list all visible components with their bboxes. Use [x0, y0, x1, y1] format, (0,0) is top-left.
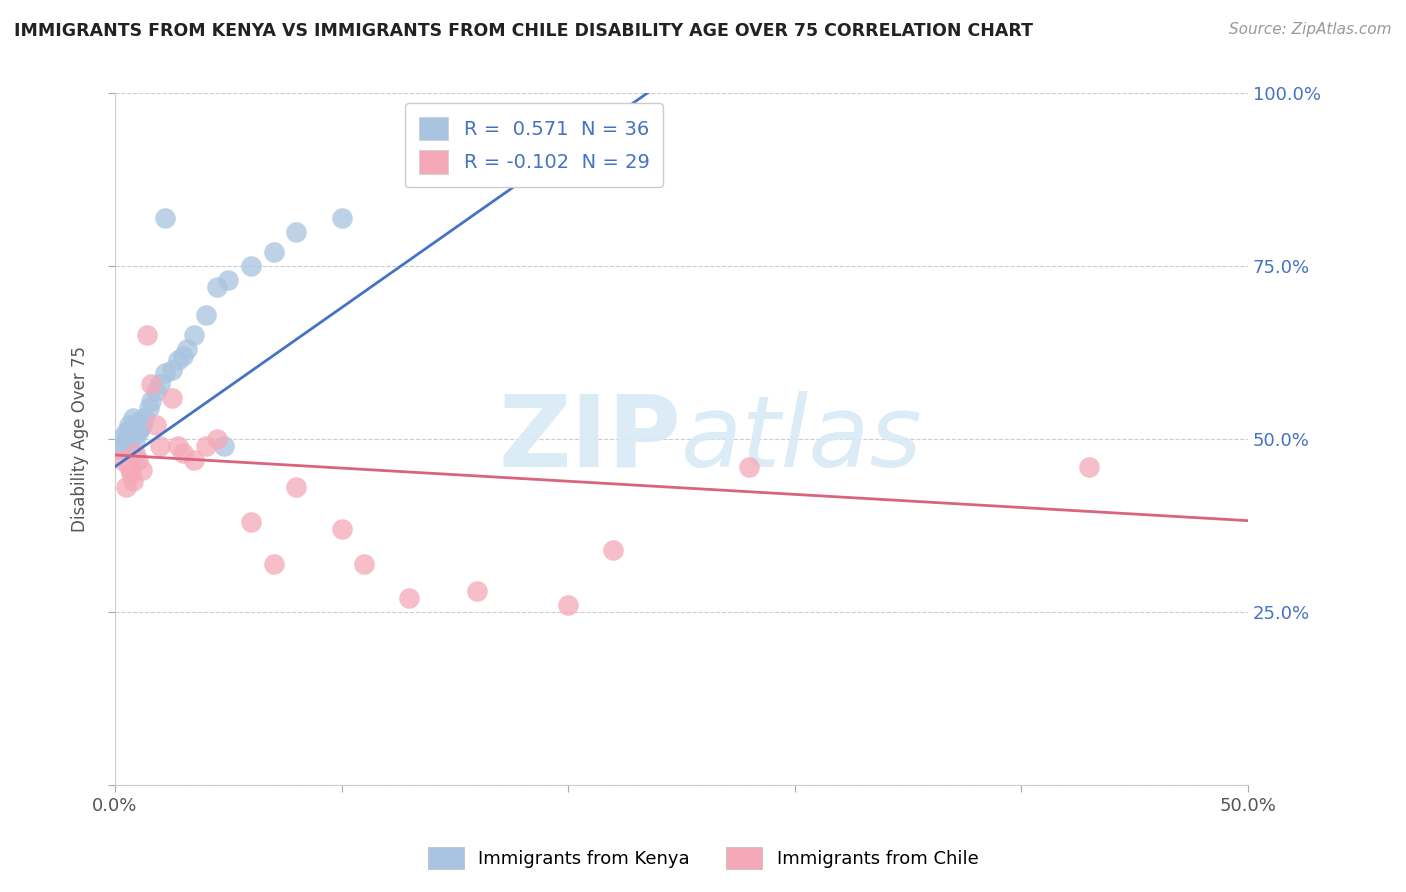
- Point: [135, 328, 157, 343]
- Point: [467, 584, 489, 599]
- Point: [263, 245, 285, 260]
- Point: [115, 480, 138, 494]
- Point: [205, 280, 228, 294]
- Point: [205, 432, 228, 446]
- Point: [167, 439, 190, 453]
- Point: [111, 452, 134, 467]
- Point: [176, 342, 198, 356]
- Point: [115, 425, 138, 439]
- Point: [134, 411, 156, 425]
- Point: [131, 418, 153, 433]
- Point: [117, 418, 139, 433]
- Point: [117, 459, 139, 474]
- Legend: Immigrants from Kenya, Immigrants from Chile: Immigrants from Kenya, Immigrants from C…: [419, 838, 987, 879]
- Point: [172, 446, 194, 460]
- Point: [124, 432, 146, 446]
- Point: [145, 418, 167, 433]
- Point: [217, 273, 239, 287]
- Legend: R =  0.571  N = 36, R = -0.102  N = 29: R = 0.571 N = 36, R = -0.102 N = 29: [405, 103, 664, 187]
- Point: [124, 446, 146, 460]
- Point: [353, 557, 375, 571]
- Point: [145, 384, 167, 398]
- Point: [122, 425, 145, 439]
- Point: [183, 452, 205, 467]
- Text: Source: ZipAtlas.com: Source: ZipAtlas.com: [1229, 22, 1392, 37]
- Y-axis label: Disability Age Over 75: Disability Age Over 75: [72, 346, 89, 532]
- Point: [153, 367, 176, 381]
- Point: [194, 308, 217, 322]
- Point: [120, 467, 142, 481]
- Point: [1078, 459, 1101, 474]
- Point: [183, 328, 205, 343]
- Point: [120, 428, 142, 442]
- Point: [263, 557, 285, 571]
- Point: [330, 211, 353, 225]
- Point: [602, 542, 624, 557]
- Point: [167, 352, 190, 367]
- Text: ZIP: ZIP: [499, 391, 682, 488]
- Point: [112, 428, 135, 442]
- Point: [149, 439, 172, 453]
- Point: [131, 463, 153, 477]
- Point: [153, 211, 176, 225]
- Point: [738, 459, 761, 474]
- Point: [149, 376, 172, 391]
- Point: [122, 474, 145, 488]
- Point: [160, 363, 183, 377]
- Point: [127, 452, 149, 467]
- Point: [557, 598, 579, 612]
- Point: [120, 422, 142, 436]
- Text: atlas: atlas: [682, 391, 922, 488]
- Point: [160, 391, 183, 405]
- Point: [115, 432, 138, 446]
- Point: [330, 522, 353, 536]
- Text: IMMIGRANTS FROM KENYA VS IMMIGRANTS FROM CHILE DISABILITY AGE OVER 75 CORRELATIO: IMMIGRANTS FROM KENYA VS IMMIGRANTS FROM…: [14, 22, 1033, 40]
- Point: [127, 415, 149, 429]
- Point: [141, 394, 163, 409]
- Point: [172, 349, 194, 363]
- Point: [122, 411, 145, 425]
- Point: [138, 401, 160, 415]
- Point: [141, 376, 163, 391]
- Point: [239, 515, 262, 529]
- Point: [398, 591, 420, 605]
- Point: [127, 425, 149, 439]
- Point: [117, 435, 139, 450]
- Point: [285, 480, 308, 494]
- Point: [128, 422, 150, 436]
- Point: [285, 225, 308, 239]
- Point: [108, 442, 131, 457]
- Point: [239, 259, 262, 273]
- Point: [111, 439, 134, 453]
- Point: [212, 439, 235, 453]
- Point: [194, 439, 217, 453]
